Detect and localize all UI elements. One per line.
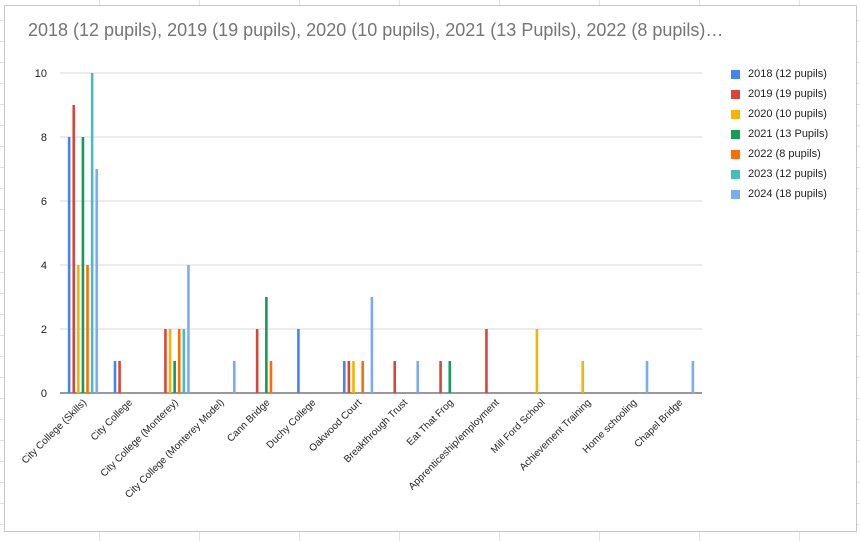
x-tick-label: City College (Skills) xyxy=(20,397,89,466)
y-tick-label: 0 xyxy=(41,388,47,400)
y-tick-label: 6 xyxy=(41,196,47,208)
bar xyxy=(439,361,442,393)
bar xyxy=(370,297,374,393)
bar xyxy=(95,169,99,393)
bar xyxy=(168,329,172,393)
x-tick-label: Apprenticeship/employment xyxy=(407,397,502,492)
bar xyxy=(72,105,76,393)
x-tick-label: Eat That Frog xyxy=(405,397,456,448)
bar xyxy=(347,361,351,393)
bar xyxy=(361,361,364,393)
bar xyxy=(113,361,117,393)
bar xyxy=(265,297,268,393)
legend-item: 2023 (12 pupils) xyxy=(731,164,853,184)
bar xyxy=(86,265,89,393)
bar xyxy=(448,361,452,393)
bar xyxy=(255,329,259,393)
bar xyxy=(393,361,397,393)
legend-swatch xyxy=(731,189,740,199)
legend-swatch xyxy=(731,89,740,99)
x-tick-label: City College xyxy=(89,397,135,443)
bar xyxy=(81,137,85,393)
bar xyxy=(581,361,585,393)
bar xyxy=(177,329,181,393)
bar xyxy=(118,361,121,393)
legend-item: 2024 (18 pupils) xyxy=(731,184,853,204)
chart-container[interactable] xyxy=(4,5,857,532)
bar xyxy=(691,361,695,393)
x-tick-label: City College (Monterey Model) xyxy=(123,397,226,500)
legend-label: 2019 (19 pupils) xyxy=(748,88,827,100)
legend-item: 2020 (10 pupils) xyxy=(731,104,853,124)
legend-swatch xyxy=(731,129,740,139)
y-tick-label: 2 xyxy=(41,324,47,336)
x-tick-label: Cann Bridge xyxy=(225,397,272,444)
legend-label: 2024 (18 pupils) xyxy=(748,188,827,200)
legend-item: 2018 (12 pupils) xyxy=(731,64,853,84)
bar xyxy=(342,361,346,393)
bar xyxy=(77,265,80,393)
y-tick-label: 10 xyxy=(35,68,47,80)
legend-label: 2020 (10 pupils) xyxy=(748,108,827,120)
y-tick-label: 4 xyxy=(41,260,47,272)
bar xyxy=(645,361,649,393)
legend-label: 2022 (8 pupils) xyxy=(748,148,821,160)
legend-swatch xyxy=(731,169,740,179)
bar xyxy=(297,329,300,393)
legend-swatch xyxy=(731,149,740,159)
bar xyxy=(233,361,236,393)
legend-label: 2023 (12 pupils) xyxy=(748,168,827,180)
bar xyxy=(535,329,539,393)
bar xyxy=(416,361,420,393)
legend-label: 2021 (13 Pupils) xyxy=(748,128,829,140)
bar xyxy=(352,361,355,393)
legend-item: 2022 (8 pupils) xyxy=(731,144,853,164)
legend-item: 2019 (19 pupils) xyxy=(731,84,853,104)
chart-legend: 2018 (12 pupils) 2019 (19 pupils) 2020 (10… xyxy=(731,64,853,204)
bar xyxy=(67,137,71,393)
bar xyxy=(90,73,94,393)
bar xyxy=(269,361,273,393)
legend-item: 2021 (13 Pupils) xyxy=(731,124,853,144)
chart-title: 2018 (12 pupils), 2019 (19 pupils), 2020… xyxy=(28,20,724,40)
legend-swatch xyxy=(731,109,740,119)
bar xyxy=(485,329,488,393)
bar xyxy=(173,361,176,393)
legend-swatch xyxy=(731,69,740,79)
y-tick-label: 8 xyxy=(41,132,47,144)
legend-label: 2018 (12 pupils) xyxy=(748,68,827,80)
x-tick-label: Chapel Bridge xyxy=(633,397,686,450)
bar xyxy=(187,265,190,393)
x-tick-label: City College (Monterey) xyxy=(99,397,181,479)
bar xyxy=(182,329,186,393)
bar xyxy=(164,329,167,393)
